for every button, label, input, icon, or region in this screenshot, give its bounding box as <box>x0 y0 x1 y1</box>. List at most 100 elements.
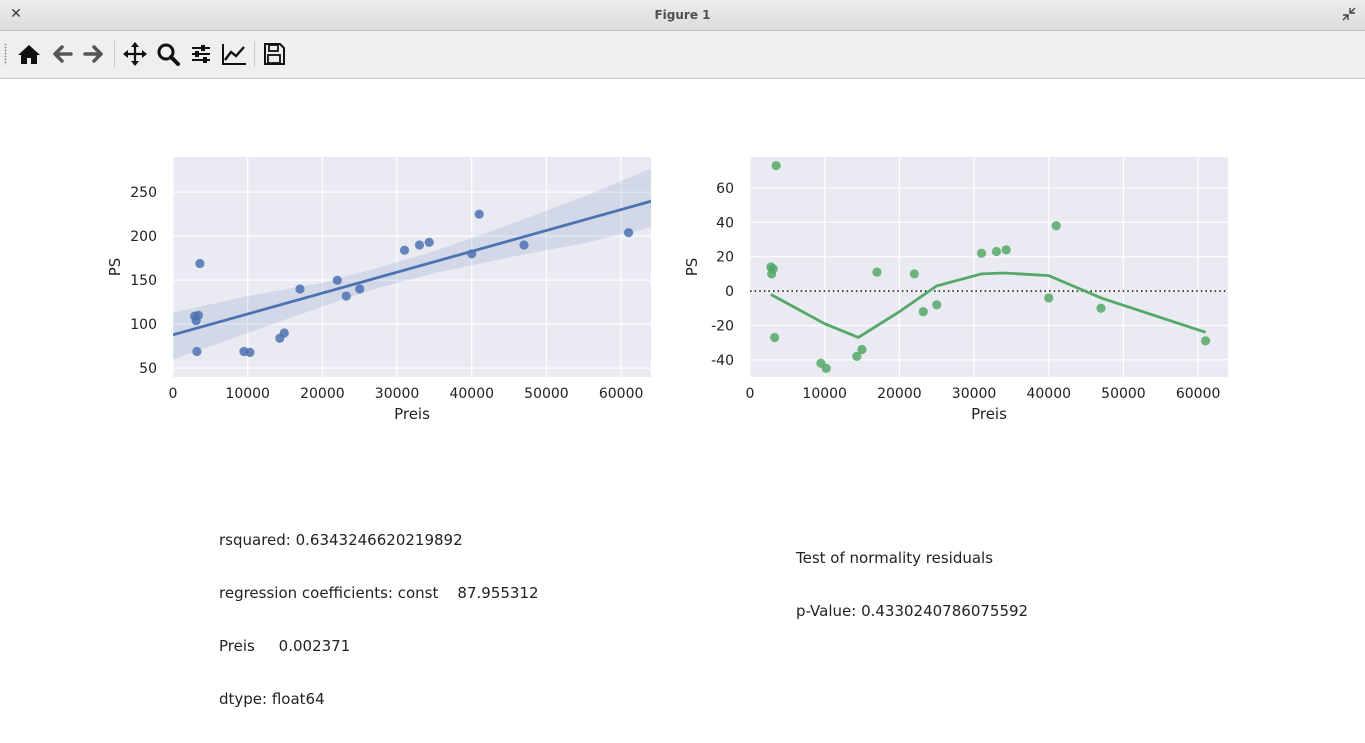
regression-summary: rsquared: 0.6343246620219892 regression … <box>219 497 539 743</box>
close-window-icon[interactable]: ✕ <box>10 6 22 22</box>
x-tick-label: 10000 <box>802 386 847 402</box>
restore-window-icon[interactable] <box>1341 6 1357 22</box>
data-point <box>857 344 867 355</box>
data-point <box>1044 293 1054 303</box>
data-point <box>332 275 342 285</box>
data-point <box>768 264 778 274</box>
chart-2: 0 10000 20000 30000 40000 50000 60000 -40 -20 0 20… <box>683 157 1228 423</box>
data-point <box>918 307 928 317</box>
window-title: Figure 1 <box>654 8 711 22</box>
dtype-text: dtype: float64 <box>219 689 325 708</box>
data-point <box>976 248 987 258</box>
confidence-band <box>173 168 651 360</box>
data-point <box>1200 336 1211 346</box>
toolbar-separator <box>254 41 255 67</box>
normality-title-text: Test of normality residuals <box>796 549 994 568</box>
x-tick-label: 0 <box>169 386 178 402</box>
data-point <box>341 291 351 301</box>
configure-subplots-button[interactable] <box>186 39 216 69</box>
data-point <box>1096 303 1106 313</box>
toolbar-grip[interactable] <box>4 43 7 65</box>
x-tick-label: 20000 <box>300 386 345 402</box>
x-tick-label: 10000 <box>225 386 270 402</box>
x-tick-label: 40000 <box>1026 386 1071 402</box>
y-tick-label: -40 <box>711 353 734 369</box>
home-button[interactable] <box>14 39 44 69</box>
data-point <box>193 310 203 320</box>
toolbar-separator <box>114 41 115 67</box>
lowess-line <box>770 271 1207 340</box>
zoom-icon <box>157 43 180 66</box>
regression-line <box>173 199 651 337</box>
figure-svg: 0 10000 20000 30000 40000 50000 60000501001502… <box>106 157 1228 423</box>
data-point <box>623 228 634 238</box>
y-axis-label: PS <box>683 258 701 277</box>
data-point <box>295 284 305 294</box>
data-point <box>279 328 289 338</box>
y-axis-label: PS <box>106 258 124 277</box>
plot-content <box>750 271 1228 340</box>
data-point <box>519 240 529 250</box>
pan-button[interactable] <box>120 39 150 69</box>
y-tick-label: 20 <box>716 250 734 266</box>
zoom-button[interactable] <box>153 39 183 69</box>
edit-axis-button[interactable] <box>219 39 249 69</box>
navigation-toolbar <box>0 31 1365 79</box>
figure-canvas[interactable]: 0 10000 20000 30000 40000 50000 60000 50 100 150 2… <box>0 79 1365 707</box>
x-tick-label: 40000 <box>449 386 494 402</box>
x-tick-label: 0 <box>746 386 755 402</box>
save-button[interactable] <box>259 39 289 69</box>
data-point <box>1051 221 1061 231</box>
data-point <box>1001 245 1011 255</box>
data-point <box>474 209 484 219</box>
data-point <box>932 300 942 310</box>
data-point <box>909 269 919 279</box>
data-point <box>771 160 781 171</box>
x-tick-label: 30000 <box>375 386 420 402</box>
y-tick-label: 200 <box>130 229 157 245</box>
data-point <box>991 246 1002 257</box>
x-tick-label: 50000 <box>1101 386 1146 402</box>
data-point <box>399 245 410 255</box>
data-point <box>852 351 862 361</box>
plot-area <box>750 157 1228 377</box>
x-axis-label: Preis <box>971 405 1007 423</box>
y-tick-label: 50 <box>139 361 157 377</box>
forward-button[interactable] <box>79 39 109 69</box>
window-titlebar: ✕ Figure 1 <box>0 0 1365 31</box>
x-tick-label: 60000 <box>599 386 644 402</box>
coefficients-text: regression coefficients: const 87.955312 <box>219 583 539 602</box>
data-point <box>355 284 365 294</box>
x-axis-label: Preis <box>394 405 430 423</box>
preis-coefficient-text: Preis 0.002371 <box>219 636 351 655</box>
data-point <box>192 346 202 357</box>
plot-content <box>173 168 651 360</box>
forward-icon <box>83 45 103 63</box>
data-point <box>424 237 434 247</box>
data-point <box>414 240 425 250</box>
data-point <box>195 258 205 269</box>
y-tick-label: 100 <box>130 317 157 333</box>
normality-summary: Test of normality residuals p-Value: 0.4… <box>796 515 1028 656</box>
pan-icon <box>123 42 147 66</box>
x-tick-label: 20000 <box>877 386 922 402</box>
chart-1: 0 10000 20000 30000 40000 50000 60000 50 100 150 2… <box>106 157 651 423</box>
data-point <box>821 363 831 374</box>
data-point <box>872 267 882 277</box>
edit-axis-icon <box>222 44 246 65</box>
rsquared-text: rsquared: 0.6343246620219892 <box>219 531 463 550</box>
y-tick-label: 250 <box>130 185 157 201</box>
y-tick-label: 0 <box>725 284 734 300</box>
home-icon <box>18 45 40 64</box>
back-button[interactable] <box>47 39 77 69</box>
data-point <box>467 249 477 259</box>
data-point <box>245 347 255 357</box>
y-tick-label: 150 <box>130 273 157 289</box>
back-icon <box>53 45 73 63</box>
y-tick-label: 60 <box>716 181 734 197</box>
data-point <box>770 332 780 343</box>
x-tick-label: 30000 <box>952 386 997 402</box>
x-tick-label: 50000 <box>524 386 569 402</box>
save-icon <box>264 43 285 65</box>
y-tick-label: -20 <box>711 318 734 334</box>
